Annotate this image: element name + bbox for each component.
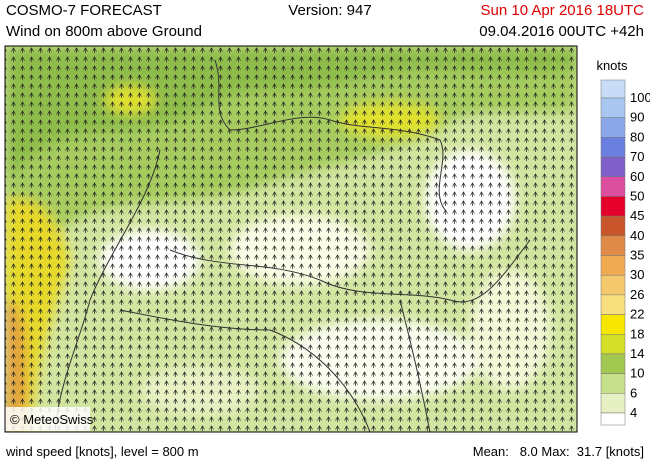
legend-label: 70 bbox=[630, 149, 644, 164]
title: COSMO-7 FORECAST bbox=[6, 2, 162, 19]
legend-label: 30 bbox=[630, 267, 644, 282]
legend-swatch bbox=[600, 215, 626, 237]
legend-label: 60 bbox=[630, 169, 644, 184]
legend-swatch bbox=[600, 235, 626, 256]
legend-unit: knots bbox=[596, 58, 628, 73]
legend-label: 18 bbox=[630, 326, 644, 341]
copyright: © MeteoSwiss bbox=[10, 412, 94, 427]
legend-swatch bbox=[600, 117, 626, 138]
run-time: 09.04.2016 00UTC +42h bbox=[479, 23, 644, 40]
legend-swatch bbox=[600, 274, 626, 296]
legend: 100 90 80 70 60 50 45 40 35 30 26 22 18 14 10 6 4 bbox=[600, 79, 650, 426]
legend-swatch bbox=[600, 255, 626, 276]
subtitle: Wind on 800m above Ground bbox=[6, 23, 202, 40]
legend-swatch bbox=[600, 373, 626, 394]
legend-swatch bbox=[600, 176, 626, 197]
legend-label: 26 bbox=[630, 287, 644, 302]
map: © MeteoSwiss bbox=[5, 46, 577, 432]
legend-label: 40 bbox=[630, 228, 644, 243]
version: Version: 947 bbox=[288, 2, 371, 19]
footer-stats: Mean: 8.0 Max: 31.7 [knots] bbox=[473, 444, 644, 459]
legend-swatch bbox=[600, 294, 626, 315]
legend-swatch bbox=[600, 156, 626, 177]
legend-label: 35 bbox=[630, 248, 644, 263]
legend-label: 4 bbox=[630, 405, 637, 420]
legend-label: 10 bbox=[630, 366, 644, 381]
legend-label: 6 bbox=[630, 385, 637, 400]
legend-swatch bbox=[600, 196, 626, 217]
footer-label: wind speed [knots], level = 800 m bbox=[5, 444, 199, 459]
legend-swatch bbox=[600, 79, 626, 99]
legend-swatch bbox=[600, 412, 626, 426]
legend-label: 14 bbox=[630, 346, 644, 361]
legend-label: 80 bbox=[630, 129, 644, 144]
legend-label: 50 bbox=[630, 188, 644, 203]
legend-swatch bbox=[600, 393, 626, 414]
legend-label: 22 bbox=[630, 307, 644, 322]
legend-swatch bbox=[600, 353, 626, 374]
valid-time: Sun 10 Apr 2016 18UTC bbox=[481, 2, 645, 19]
legend-swatch bbox=[600, 334, 626, 355]
legend-label: 90 bbox=[630, 110, 644, 125]
legend-swatch bbox=[600, 97, 626, 118]
legend-label: 45 bbox=[630, 208, 644, 223]
legend-label: 100 bbox=[630, 90, 650, 105]
legend-swatch bbox=[600, 137, 626, 158]
legend-swatch bbox=[600, 314, 626, 335]
